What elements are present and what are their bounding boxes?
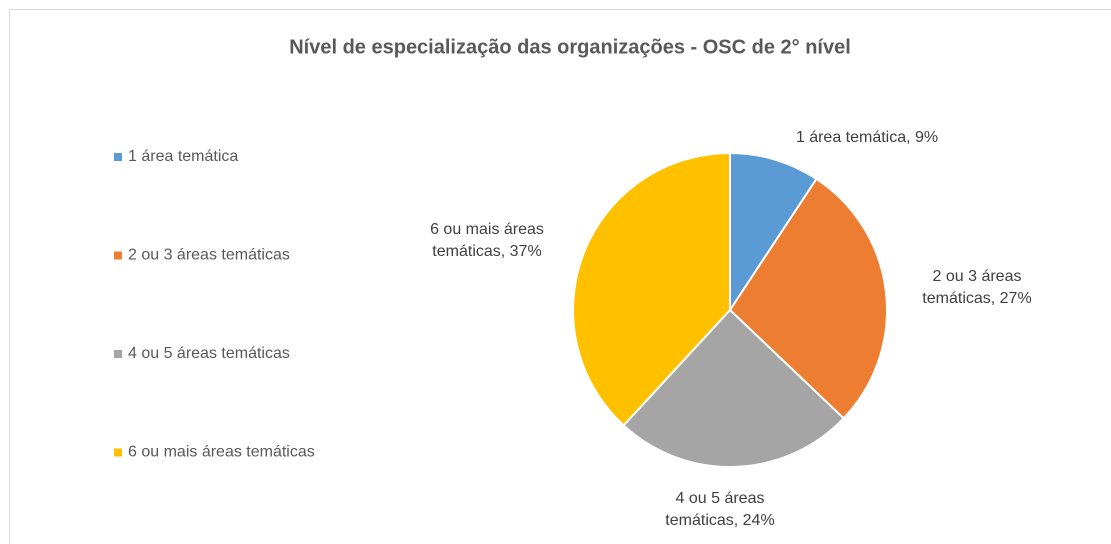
data-label: 1 área temática, 9% (795, 129, 939, 146)
pie-slice (729, 151, 818, 314)
legend-swatch (114, 350, 122, 358)
legend-label: 2 ou 3 áreas temáticas (128, 247, 290, 264)
data-label: 4 ou 5 áreas temáticas, 24% (665, 490, 775, 529)
chart-border (9, 9, 1111, 544)
legend-label: 6 ou mais áreas temáticas (128, 444, 315, 461)
legend-label: 1 área temática (128, 148, 238, 165)
legend-swatch (114, 448, 122, 457)
legend-label: 4 ou 5 áreas temáticas (128, 345, 290, 362)
legend-swatch (114, 153, 122, 161)
pie-slice (572, 151, 731, 427)
data-label: 6 ou mais áreas temáticas, 37% (430, 221, 544, 260)
pie-slice (728, 177, 888, 420)
data-label: 2 ou 3 áreas temáticas, 27% (922, 268, 1032, 307)
legend-swatch (114, 251, 122, 260)
chart-title: Nível de especialização das organizações… (289, 36, 851, 58)
pie-slice (622, 308, 846, 468)
